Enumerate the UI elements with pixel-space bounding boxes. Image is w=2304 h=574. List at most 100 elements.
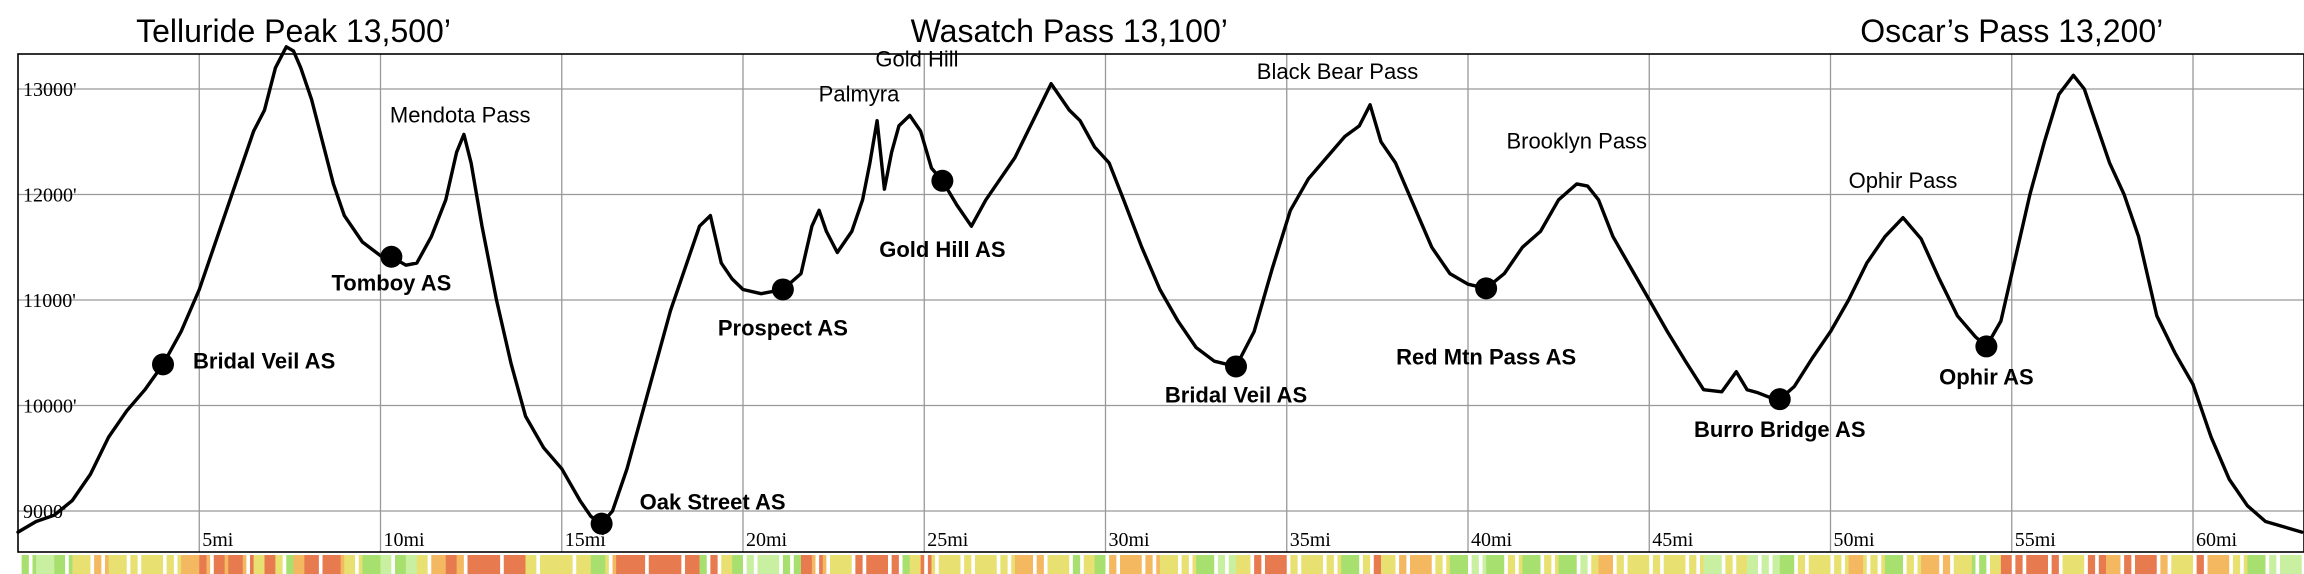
difficulty-segment [271, 555, 276, 574]
difficulty-segment [888, 555, 893, 574]
x-tick-label: 15mi [565, 529, 607, 551]
difficulty-segment [231, 555, 237, 574]
difficulty-segment [855, 555, 860, 574]
difficulty-segment [293, 555, 298, 574]
difficulty-segment [641, 555, 646, 574]
difficulty-segment [1439, 555, 1444, 574]
difficulty-segment [1094, 555, 1099, 574]
difficulty-segment [2218, 555, 2223, 574]
difficulty-segment [1932, 555, 1937, 574]
difficulty-segment [2178, 555, 2183, 574]
difficulty-segment [837, 555, 842, 574]
difficulty-segment [550, 555, 556, 574]
difficulty-segment [869, 555, 875, 574]
difficulty-segment [2153, 555, 2158, 574]
difficulty-segment [2174, 555, 2180, 574]
difficulty-segment [482, 555, 487, 574]
difficulty-segment [666, 555, 672, 574]
difficulty-segment [1051, 555, 1056, 574]
difficulty-segment [1710, 555, 1716, 574]
difficulty-segment [1961, 555, 1966, 574]
aid-station-marker [590, 512, 613, 535]
difficulty-segment [188, 555, 193, 574]
difficulty-segment [123, 555, 128, 574]
difficulty-segment [1163, 555, 1168, 574]
difficulty-segment [1689, 555, 1694, 574]
difficulty-segment [2261, 555, 2267, 574]
difficulty-segment [2189, 555, 2194, 574]
difficulty-segment [242, 555, 247, 574]
difficulty-segment [532, 555, 537, 574]
difficulty-segment [681, 555, 686, 574]
difficulty-segment [1217, 555, 1223, 574]
difficulty-segment [1725, 555, 1730, 574]
difficulty-segment [206, 555, 211, 574]
difficulty-segment [1964, 555, 1969, 574]
x-tick-label: 40mi [1471, 529, 1513, 551]
difficulty-segment [68, 555, 73, 574]
difficulty-segment [1536, 555, 1542, 574]
difficulty-segment [1116, 555, 1121, 574]
difficulty-segment [1993, 555, 1998, 574]
difficulty-segment [1268, 555, 1273, 574]
difficulty-segment [2033, 555, 2038, 574]
difficulty-segment [1105, 555, 1110, 574]
difficulty-segment [1721, 555, 1726, 574]
difficulty-segment [1591, 555, 1596, 574]
difficulty-segment [623, 555, 628, 574]
difficulty-segment [685, 555, 690, 574]
difficulty-segment [1025, 555, 1030, 574]
difficulty-segment [909, 555, 914, 574]
difficulty-segment [1863, 555, 1868, 574]
difficulty-segment [1957, 555, 1962, 574]
difficulty-segment [1631, 555, 1636, 574]
difficulty-segment [54, 555, 59, 574]
difficulty-segment [518, 555, 523, 574]
difficulty-segment [757, 555, 762, 574]
difficulty-segment [978, 555, 983, 574]
difficulty-segment [703, 555, 708, 574]
difficulty-segment [1065, 555, 1070, 574]
difficulty-segment [2029, 555, 2035, 574]
aid-station-marker [931, 169, 954, 192]
difficulty-segment [975, 555, 980, 574]
difficulty-segment [706, 555, 711, 574]
difficulty-segment [677, 555, 682, 574]
difficulty-segment [2196, 555, 2201, 574]
difficulty-segment [1569, 555, 1574, 574]
difficulty-segment [529, 555, 534, 574]
difficulty-segment [279, 555, 284, 574]
difficulty-segment [862, 555, 867, 574]
difficulty-segment [1033, 555, 1038, 574]
difficulty-segment [1232, 555, 1237, 574]
difficulty-segment [1352, 555, 1357, 574]
difficulty-segment [1982, 555, 1987, 574]
x-axis-ticks: 5mi 10mi 15mi 20mi 25mi 30mi 35mi 40mi 45mi 50mi 5… [202, 529, 2237, 551]
difficulty-segment [2058, 555, 2064, 574]
difficulty-segment [1134, 555, 1139, 574]
difficulty-segment [1453, 555, 1458, 574]
difficulty-segment [173, 555, 179, 574]
difficulty-segment [569, 555, 574, 574]
difficulty-segment [1587, 555, 1592, 574]
difficulty-segment [148, 555, 153, 574]
difficulty-segment [1895, 555, 1900, 574]
difficulty-segment [652, 555, 657, 574]
difficulty-segment [1830, 555, 1835, 574]
difficulty-segment [1406, 555, 1411, 574]
difficulty-segment [587, 555, 592, 574]
difficulty-segment [1413, 555, 1418, 574]
difficulty-segment [57, 555, 63, 574]
difficulty-segment [674, 555, 679, 574]
difficulty-segment [554, 555, 559, 574]
aid-station-marker [771, 278, 794, 301]
difficulty-segment [1975, 555, 1980, 574]
difficulty-segment [659, 555, 664, 574]
difficulty-segment [1170, 555, 1175, 574]
difficulty-segment [1881, 555, 1886, 574]
difficulty-segment [1228, 555, 1233, 574]
difficulty-segment [184, 555, 189, 574]
difficulty-segment [2283, 555, 2288, 574]
difficulty-segment [442, 555, 447, 574]
difficulty-segment [1308, 555, 1313, 574]
